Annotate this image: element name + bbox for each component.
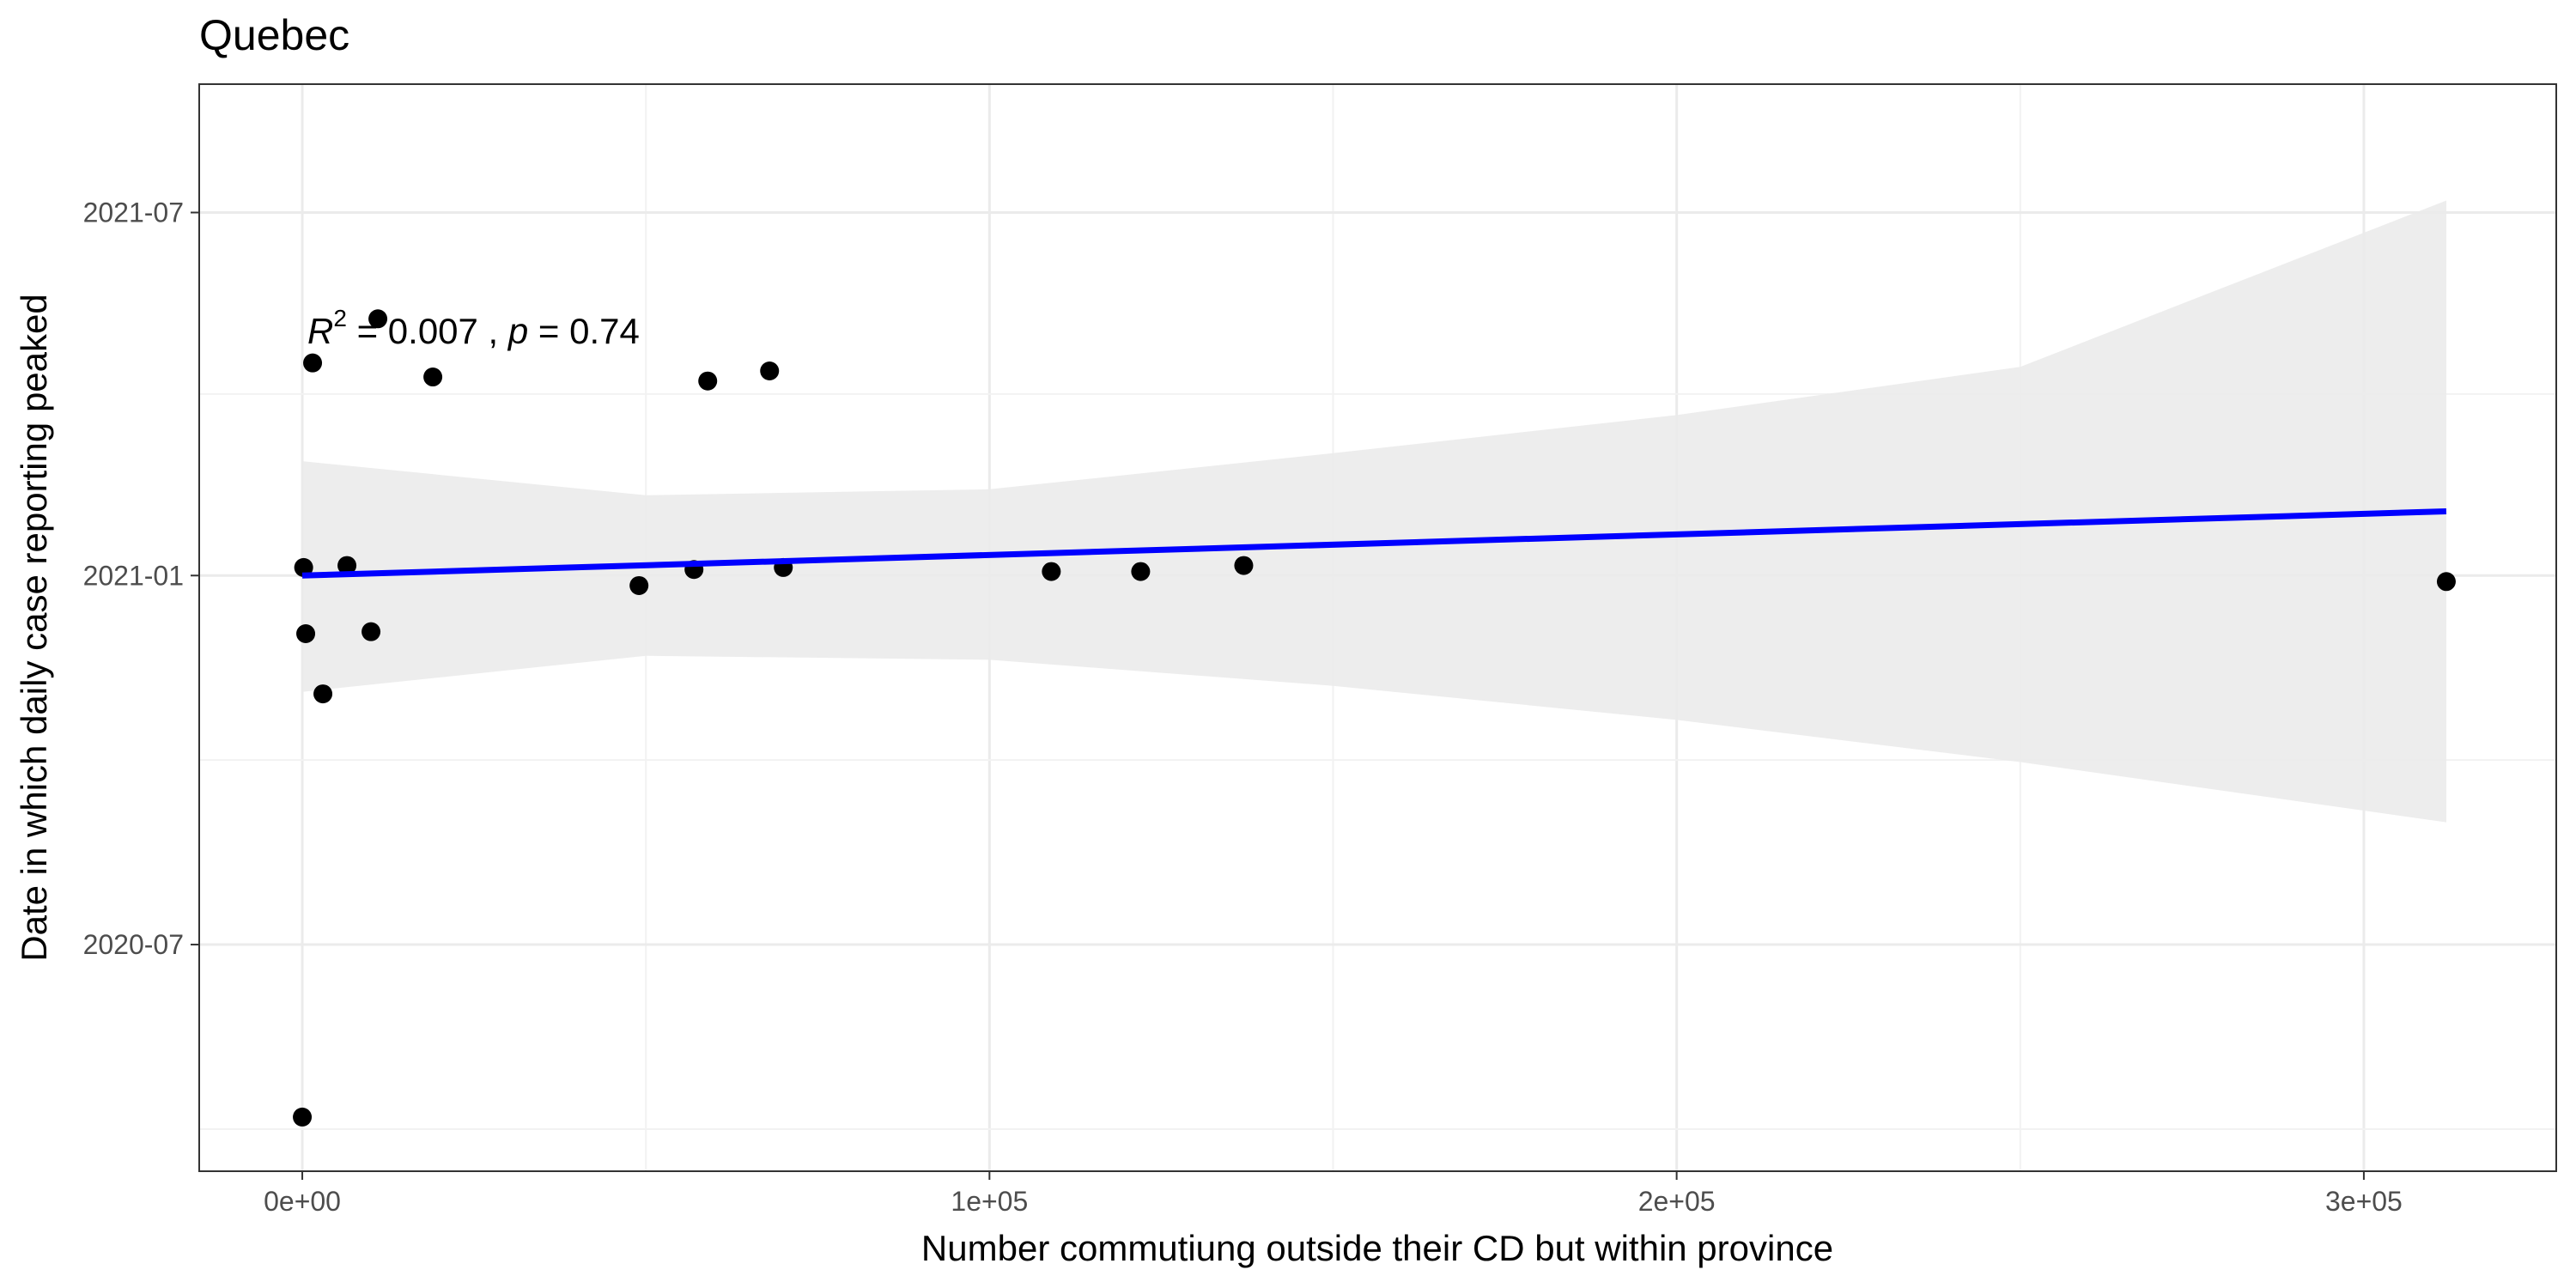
- y-tick-label: 2021-01: [83, 560, 184, 591]
- confidence-band: [302, 200, 2446, 823]
- data-point: [1131, 562, 1151, 581]
- y-axis-ticks: 2020-07 2021-01 2021-07: [83, 197, 199, 960]
- x-tick-label: 3e+05: [2325, 1186, 2403, 1217]
- p-symbol: p: [507, 311, 528, 351]
- data-point: [2436, 572, 2456, 592]
- data-point: [303, 353, 323, 373]
- x-axis-title: Number commutiung outside their CD but w…: [921, 1228, 1833, 1268]
- data-point: [1234, 556, 1254, 575]
- x-tick-label: 2e+05: [1638, 1186, 1716, 1217]
- r-symbol: R: [307, 311, 333, 351]
- y-tick-label: 2020-07: [83, 929, 184, 960]
- r-value: = 0.007 ,: [347, 311, 508, 351]
- x-axis-ticks: 0e+00 1e+05 2e+05 3e+05: [264, 1171, 2403, 1217]
- data-point: [1042, 562, 1061, 581]
- p-value: = 0.74: [528, 311, 640, 351]
- data-point: [293, 1107, 313, 1127]
- data-point: [368, 309, 388, 329]
- confidence-band-area: [302, 200, 2446, 823]
- data-point: [760, 361, 780, 381]
- data-point: [423, 368, 443, 387]
- y-axis-title: Date in which daily case reporting peake…: [14, 294, 54, 961]
- chart-title: Quebec: [199, 11, 349, 59]
- r-superscript: 2: [333, 305, 347, 331]
- data-point: [296, 624, 316, 644]
- data-point: [698, 371, 718, 391]
- regression-annotation: R2 = 0.007 , p = 0.74: [307, 305, 640, 351]
- data-point: [361, 622, 381, 641]
- regression-line: [301, 508, 2447, 579]
- regression-line-path: [301, 508, 2447, 579]
- data-point: [294, 557, 313, 577]
- y-tick-label: 2021-07: [83, 197, 184, 228]
- plot-panel-border: [198, 83, 2557, 1172]
- data-point: [629, 575, 649, 595]
- data-point: [337, 556, 357, 575]
- x-tick-label: 1e+05: [951, 1186, 1028, 1217]
- data-point: [313, 684, 333, 704]
- x-tick-label: 0e+00: [264, 1186, 341, 1217]
